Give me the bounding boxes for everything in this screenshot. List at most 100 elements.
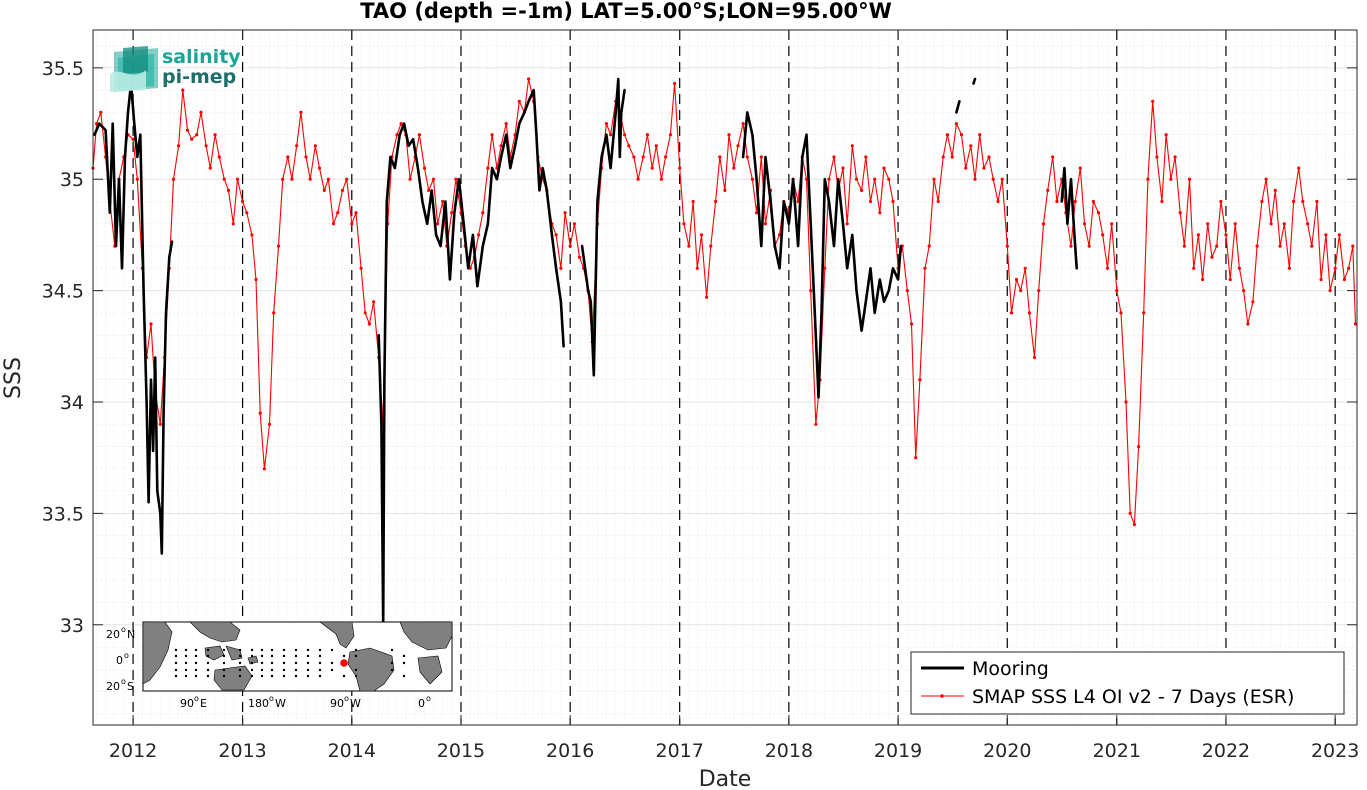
- station-dot: [282, 674, 286, 678]
- smap-point: [372, 300, 376, 304]
- smap-point: [199, 110, 203, 114]
- smap-point: [454, 177, 458, 181]
- smap-point: [1315, 199, 1319, 204]
- smap-point: [950, 155, 954, 159]
- smap-point: [1073, 199, 1077, 204]
- smap-point: [809, 289, 813, 293]
- inset-lat-tick-20s: 20 o S: [106, 677, 134, 693]
- smap-point: [1032, 355, 1037, 360]
- smap-point: [363, 311, 367, 315]
- smap-point: [1251, 300, 1255, 304]
- logo-text-salinity: salinity: [162, 46, 241, 68]
- station-dot: [318, 654, 322, 658]
- smap-point: [568, 244, 572, 248]
- smap-point: [845, 222, 849, 226]
- smap-point: [1260, 199, 1264, 204]
- smap-point: [1096, 211, 1101, 215]
- smap-point: [727, 133, 731, 137]
- smap-point: [299, 110, 303, 114]
- smap-point: [1087, 244, 1091, 248]
- selected-mooring-marker: [340, 659, 348, 667]
- station-dot: [238, 674, 242, 678]
- smap-point: [1273, 188, 1277, 192]
- station-dot: [174, 674, 178, 678]
- legend-label-mooring: Mooring: [972, 658, 1049, 680]
- station-dot: [222, 674, 226, 678]
- svg-text:o: o: [269, 694, 274, 703]
- smap-point: [1324, 233, 1328, 237]
- smap-point: [878, 211, 882, 215]
- smap-point: [709, 244, 713, 248]
- smap-point: [262, 467, 266, 471]
- smap-point: [417, 133, 421, 137]
- smap-point: [1069, 244, 1073, 248]
- station-dot: [402, 661, 406, 665]
- svg-text:o: o: [426, 694, 431, 703]
- station-dot: [250, 648, 254, 652]
- smap-point: [1287, 266, 1291, 270]
- smap-point: [217, 155, 221, 159]
- smap-point: [987, 155, 991, 159]
- smap-point: [695, 266, 699, 270]
- smap-point: [477, 233, 481, 237]
- station-dot: [222, 661, 226, 665]
- smap-point: [1297, 166, 1301, 170]
- smap-point: [1164, 133, 1168, 137]
- smap-point: [486, 166, 490, 170]
- smap-point: [1347, 266, 1351, 270]
- station-dot: [318, 674, 322, 678]
- smap-point: [914, 456, 918, 460]
- smap-point: [1264, 177, 1268, 181]
- smap-point: [941, 155, 945, 159]
- smap-point: [281, 177, 285, 181]
- smap-point: [1237, 266, 1241, 270]
- mooring-line-segment-4: [955, 100, 961, 114]
- x-axis-label: Date: [699, 767, 752, 790]
- station-dot: [342, 654, 346, 658]
- smap-point: [864, 155, 868, 159]
- smap-point: [650, 166, 654, 170]
- smap-point: [222, 177, 226, 181]
- station-dot: [250, 661, 254, 665]
- station-dot: [306, 668, 310, 672]
- smap-point: [1019, 289, 1023, 293]
- smap-point: [231, 222, 235, 226]
- smap-point: [431, 177, 436, 181]
- x-axis-ticks: 2012 2013 2014 2015 2016 2017 2018 2019 2020 2021…: [109, 30, 1359, 762]
- station-dot: [294, 668, 298, 672]
- station-dot: [306, 648, 310, 652]
- inset-lat-tick-20n: 20 o N: [106, 625, 135, 641]
- svg-text:E: E: [200, 697, 207, 710]
- smap-point: [964, 166, 968, 170]
- station-dot: [206, 661, 210, 665]
- smap-point: [1178, 211, 1182, 215]
- smap-point: [905, 289, 909, 293]
- smap-point: [1353, 322, 1358, 326]
- station-dot: [270, 668, 274, 672]
- smap-point: [823, 266, 827, 270]
- mooring-line-segment-5: [972, 77, 977, 85]
- station-dot: [206, 654, 210, 658]
- smap-point: [763, 222, 768, 226]
- station-dot: [354, 654, 358, 658]
- smap-point: [1124, 400, 1128, 404]
- station-dot: [270, 674, 274, 678]
- smap-point: [295, 144, 299, 148]
- station-dot: [282, 668, 286, 672]
- mooring-line-segment-3: [741, 111, 903, 399]
- smap-point: [954, 122, 959, 126]
- smap-point: [340, 188, 345, 192]
- svg-text:W: W: [350, 697, 361, 710]
- station-dot: [238, 654, 242, 658]
- smap-point: [1160, 199, 1164, 204]
- smap-point: [304, 155, 308, 159]
- station-dot: [306, 654, 310, 658]
- smap-point: [936, 199, 940, 204]
- svg-text:o: o: [121, 625, 126, 634]
- station-dot: [260, 668, 264, 672]
- legend: Mooring SMAP SSS L4 OI v2 - 7 Days (ESR): [910, 651, 1345, 715]
- smap-point: [687, 244, 691, 248]
- smap-point: [982, 166, 986, 170]
- smap-point: [1210, 255, 1214, 259]
